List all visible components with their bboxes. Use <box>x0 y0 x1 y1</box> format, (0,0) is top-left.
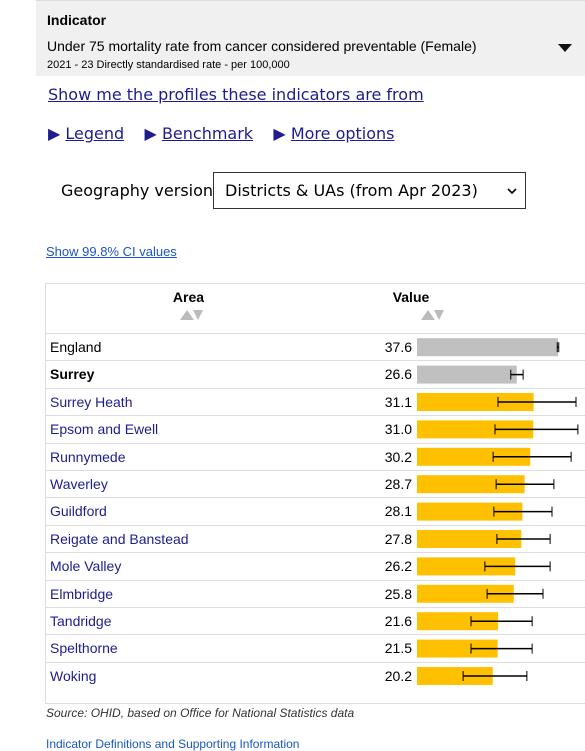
area-name[interactable]: Spelthorne <box>50 640 118 657</box>
area-name[interactable]: Reigate and Banstead <box>50 530 189 547</box>
definitions-link[interactable]: Indicator Definitions and Supporting Inf… <box>46 737 300 751</box>
sort-icon[interactable] <box>180 309 204 321</box>
indicator-label: Indicator <box>47 12 107 28</box>
area-name[interactable]: Epsom and Ewell <box>50 421 159 438</box>
bar <box>417 584 514 603</box>
geography-select[interactable]: Districts & UAs (from Apr 2023) <box>213 172 526 209</box>
table-row: Elmbridge 25.8 <box>46 579 585 608</box>
value-header[interactable]: Value <box>392 289 430 305</box>
table-row: Epsom and Ewell 31.0 <box>46 415 585 443</box>
area-header[interactable]: Area <box>172 289 205 305</box>
ci-link[interactable]: Show 99.8% CI values <box>46 244 177 259</box>
dropdown-arrow <box>558 44 572 52</box>
bar <box>417 420 534 439</box>
table-row: Woking 20.2 <box>46 661 585 690</box>
area-name[interactable]: Mole Valley <box>50 558 122 575</box>
table-row: Runnymede 30.2 <box>46 442 585 471</box>
profiles-link[interactable]: Show me the profiles these indicators ar… <box>48 85 424 104</box>
bar <box>417 447 531 466</box>
table-row: Surrey 26.6 <box>46 360 585 388</box>
indicator-title: Under 75 mortality rate from cancer cons… <box>47 38 477 54</box>
area-name: Surrey <box>50 366 95 383</box>
value-label: 30.2 <box>384 448 412 465</box>
bar <box>417 639 498 658</box>
bar <box>417 530 522 548</box>
data-table: Area Value England 37.6 Surrey 26.6 Surrey H… <box>45 283 585 704</box>
area-name[interactable]: Tandridge <box>50 613 112 629</box>
indicator-header[interactable]: Indicator Under 75 mortality rate from c… <box>36 0 585 76</box>
table-row: Reigate and Banstead 27.8 <box>46 524 585 553</box>
value-label: 31.0 <box>384 421 412 438</box>
source-note: Source: OHID, based on Office for Nation… <box>46 706 355 720</box>
value-label: 25.8 <box>384 585 412 602</box>
value-label: 28.7 <box>384 476 412 492</box>
bar-layer <box>417 338 579 685</box>
area-name[interactable]: Guildford <box>50 503 107 520</box>
table-row: Spelthorne 21.5 <box>46 634 585 662</box>
value-label: 28.1 <box>384 503 412 520</box>
value-label: 26.2 <box>384 558 412 575</box>
value-label: 26.6 <box>384 366 412 383</box>
sort-icon[interactable] <box>421 309 445 321</box>
value-label: 37.6 <box>384 339 412 355</box>
benchmark-link[interactable]: Benchmark <box>161 124 254 143</box>
area-name[interactable]: Waverley <box>50 476 108 492</box>
more-options-link[interactable]: More options <box>290 124 395 143</box>
legend-link[interactable]: Legend <box>65 124 125 143</box>
table-row: Guildford 28.1 <box>46 497 585 525</box>
value-label: 21.6 <box>384 613 412 629</box>
area-name[interactable]: Woking <box>50 667 97 684</box>
area-name[interactable]: Runnymede <box>50 448 126 465</box>
bar <box>417 667 493 685</box>
indicator-subtitle: 2021 - 23 Directly standardised rate - p… <box>47 59 290 71</box>
area-name[interactable]: Elmbridge <box>50 585 114 602</box>
bar <box>417 338 558 357</box>
select-chevron <box>507 188 517 195</box>
value-label: 31.1 <box>384 393 412 410</box>
geography-selected: Districts & UAs (from Apr 2023) <box>225 181 478 200</box>
bar <box>417 502 523 521</box>
bar <box>417 557 516 576</box>
area-name: England <box>50 339 102 355</box>
table-row: Tandridge 21.6 <box>46 607 585 635</box>
area-name[interactable]: Surrey Heath <box>50 393 133 410</box>
geography-label: Geography version <box>61 181 214 200</box>
table-row: Surrey Heath 31.1 <box>46 387 585 416</box>
bar <box>417 475 525 494</box>
table-row: Mole Valley 26.2 <box>46 552 585 580</box>
table-row: England 37.6 <box>46 333 585 361</box>
options-row: ▶ Legend ▶ Benchmark ▶ More options <box>48 124 395 143</box>
value-label: 21.5 <box>384 640 412 657</box>
bar <box>417 365 517 384</box>
value-label: 20.2 <box>384 667 412 684</box>
table-row: Waverley 28.7 <box>46 470 585 498</box>
bar <box>417 393 534 411</box>
value-label: 27.8 <box>384 530 412 547</box>
bar <box>417 612 498 631</box>
